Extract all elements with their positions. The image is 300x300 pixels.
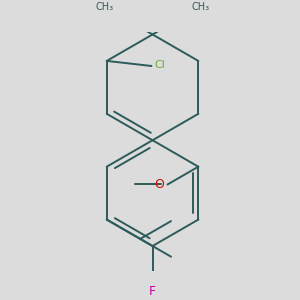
Text: O: O (154, 178, 164, 191)
Text: Cl: Cl (154, 60, 165, 70)
Text: CH₃: CH₃ (95, 2, 113, 12)
Text: CH₃: CH₃ (192, 2, 210, 12)
Text: F: F (149, 285, 156, 298)
